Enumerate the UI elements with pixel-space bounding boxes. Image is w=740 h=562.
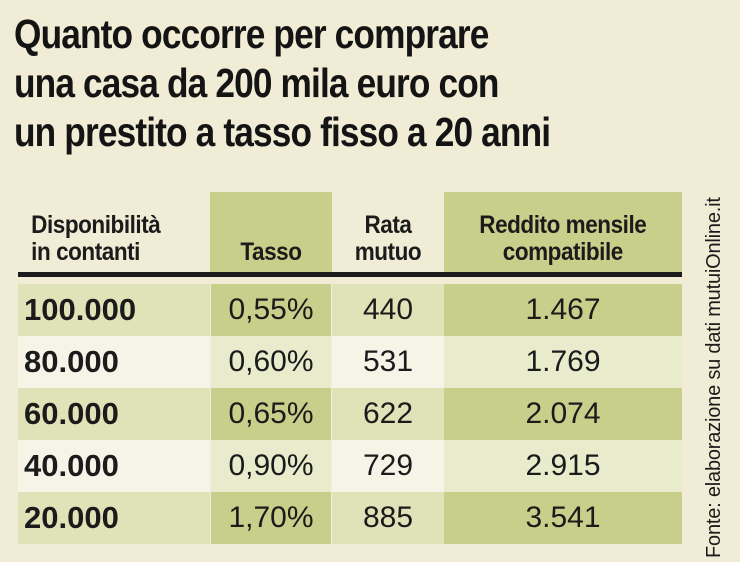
chart-title: Quanto occorre per comprare una casa da …	[14, 10, 582, 157]
cell-reddito: 1.769	[444, 336, 682, 388]
title-line-3: un prestito a tasso fisso a 20 anni	[14, 109, 551, 155]
header-disponibilita: Disponibilità in contanti	[18, 192, 210, 276]
header-rata: Rata mutuo	[332, 192, 444, 276]
table-row: 20.000 1,70% 885 3.541	[0, 492, 690, 544]
header-reddito-line-1: Reddito mensile	[479, 211, 647, 239]
header-disponibilita-line-2: in contanti	[31, 238, 140, 266]
table-header: Disponibilità in contanti Tasso Rata mut…	[0, 192, 690, 277]
cell-reddito: 3.541	[444, 492, 682, 544]
header-disponibilita-line-1: Disponibilità	[31, 211, 161, 239]
table-row: 40.000 0,90% 729 2.915	[0, 440, 690, 492]
table-row: 80.000 0,60% 531 1.769	[0, 336, 690, 388]
cell-tasso: 0,90%	[210, 440, 332, 492]
cell-tasso: 0,60%	[210, 336, 332, 388]
header-reddito-line-2: compatibile	[502, 238, 624, 266]
header-rata-line-1: Rata	[364, 211, 412, 239]
cell-disponibilita: 80.000	[18, 336, 210, 388]
header-reddito: Reddito mensile compatibile	[444, 192, 682, 276]
cell-tasso: 1,70%	[210, 492, 332, 544]
cell-disponibilita: 100.000	[18, 284, 210, 336]
header-rata-line-2: mutuo	[354, 238, 422, 266]
cell-reddito: 2.074	[444, 388, 682, 440]
header-tasso-label: Tasso	[240, 238, 302, 266]
title-line-1: Quanto occorre per comprare	[14, 11, 489, 57]
cell-tasso: 0,65%	[210, 388, 332, 440]
header-tasso: Tasso	[210, 192, 332, 276]
table-row: 100.000 0,55% 440 1.467	[0, 284, 690, 336]
source-credit: Fonte: elaborazione su dati mutuiOnline.…	[703, 197, 725, 558]
cell-disponibilita: 60.000	[18, 388, 210, 440]
table-row: 60.000 0,65% 622 2.074	[0, 388, 690, 440]
cell-rata: 531	[332, 336, 444, 388]
cell-rata: 729	[332, 440, 444, 492]
cell-reddito: 1.467	[444, 284, 682, 336]
cell-rata: 440	[332, 284, 444, 336]
cell-disponibilita: 40.000	[18, 440, 210, 492]
cell-tasso: 0,55%	[210, 284, 332, 336]
cell-rata: 885	[332, 492, 444, 544]
header-divider	[18, 272, 682, 277]
title-line-2: una casa da 200 mila euro con	[14, 60, 499, 106]
cell-disponibilita: 20.000	[18, 492, 210, 544]
cell-reddito: 2.915	[444, 440, 682, 492]
cell-rata: 622	[332, 388, 444, 440]
